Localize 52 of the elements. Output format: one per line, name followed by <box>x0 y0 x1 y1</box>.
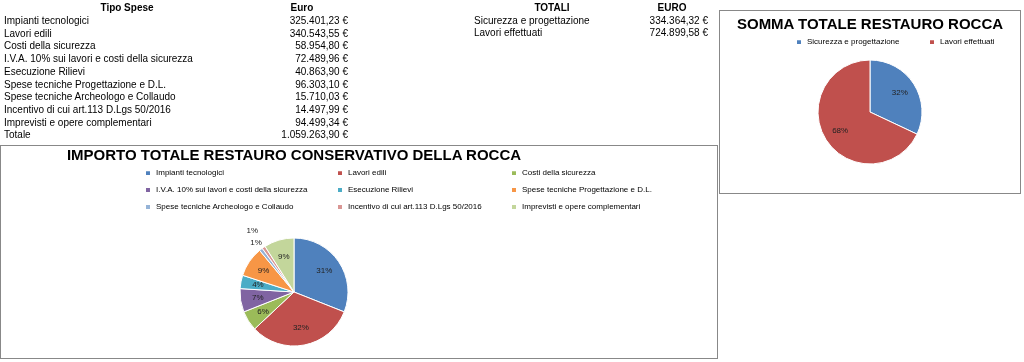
text: EURO <box>657 2 687 14</box>
data-label: 32% <box>891 88 908 98</box>
text: Euro <box>290 2 314 14</box>
category-label: I.V.A. 10% sui lavori e costi della sicurezza <box>4 53 194 65</box>
category-label: Imprevisti e opere complementari <box>4 116 152 128</box>
category-label: Esecuzione Rilievi <box>4 65 86 77</box>
legend-label: Spese tecniche Progettazione e D.L. <box>522 185 652 194</box>
data-label: 31% <box>316 266 333 276</box>
text: TOTALI <box>534 2 570 14</box>
legend-label: Esecuzione Rilievi <box>348 185 414 194</box>
data-label: 15.710,03 € <box>295 91 349 103</box>
legend-label: Imprevisti e opere complementari <box>522 202 641 211</box>
category-label: Spese tecniche Archeologo e Collaudo <box>4 91 176 103</box>
data-label: 334.364,32 € <box>649 14 709 26</box>
data-label: 14.497,99 € <box>295 103 349 115</box>
legend-label: Incentivo di cui art.113 D.Lgs 50/2016 <box>348 202 483 211</box>
legend-label: Spese tecniche Archeologo e Collaudo <box>156 202 294 211</box>
data-label: 1.059.263,90 € <box>281 129 349 141</box>
category-label: Lavori effettuati <box>474 27 543 39</box>
data-label: 96.303,10 € <box>295 78 349 90</box>
data-label: 94.499,34 € <box>295 116 349 128</box>
legend-label: I.V.A. 10% sui lavori e costi della sicurezza <box>156 185 308 194</box>
data-label: 9% <box>257 266 270 276</box>
data-label: 9% <box>277 251 290 261</box>
data-label: 340.543,55 € <box>289 27 349 39</box>
data-label: 68% <box>832 125 849 135</box>
data-label: 325.401,23 € <box>289 15 349 27</box>
category-label: Incentivo di cui art.113 D.Lgs 50/2016 <box>4 103 172 115</box>
legend-label: Lavori effettuati <box>940 37 995 47</box>
legend-label: Lavori edili <box>348 168 387 178</box>
data-label: 6% <box>257 306 269 316</box>
data-label: 40.863,90 € <box>295 65 349 77</box>
category-label: Lavori edili <box>4 27 52 39</box>
category-label: Impianti tecnologici <box>4 15 89 27</box>
data-label: 58.954,80 € <box>295 40 349 52</box>
data-label: 1% <box>246 225 259 235</box>
data-label: 32% <box>292 323 309 333</box>
data-label: 4% <box>252 280 264 290</box>
data-label: 7% <box>251 292 264 302</box>
category-label: Totale <box>4 129 32 141</box>
category-label: Spese tecniche Progettazione e D.L. <box>4 78 167 90</box>
text: Tipo Spese <box>100 2 154 14</box>
category-label: Sicurezza e progettazione <box>474 14 591 26</box>
legend-label: Sicurezza e progettazione <box>807 37 901 47</box>
chart-title: SOMMA TOTALE RESTAURO ROCCA <box>736 15 1004 32</box>
category-label: Costi della sicurezza <box>4 40 97 52</box>
chart-title: IMPORTO TOTALE RESTAURO CONSERVATIVO DELLA ROCCA <box>66 146 522 163</box>
data-label: 1% <box>250 238 262 248</box>
data-label: 72.489,96 € <box>295 53 349 65</box>
legend-label: Costi della sicurezza <box>522 168 596 178</box>
data-label: 724.899,58 € <box>649 27 709 39</box>
legend-label: Impianti tecnologici <box>156 168 225 178</box>
